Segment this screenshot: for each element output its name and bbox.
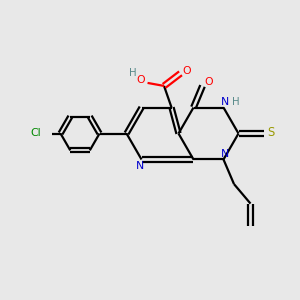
- Text: S: S: [267, 126, 274, 140]
- Text: N: N: [136, 161, 144, 171]
- Text: Cl: Cl: [30, 128, 41, 139]
- Text: O: O: [183, 66, 191, 76]
- Text: N: N: [221, 97, 229, 107]
- Text: H: H: [232, 97, 240, 107]
- Text: N: N: [221, 149, 229, 159]
- Text: O: O: [205, 77, 213, 87]
- Text: O: O: [136, 75, 145, 85]
- Text: H: H: [129, 68, 137, 78]
